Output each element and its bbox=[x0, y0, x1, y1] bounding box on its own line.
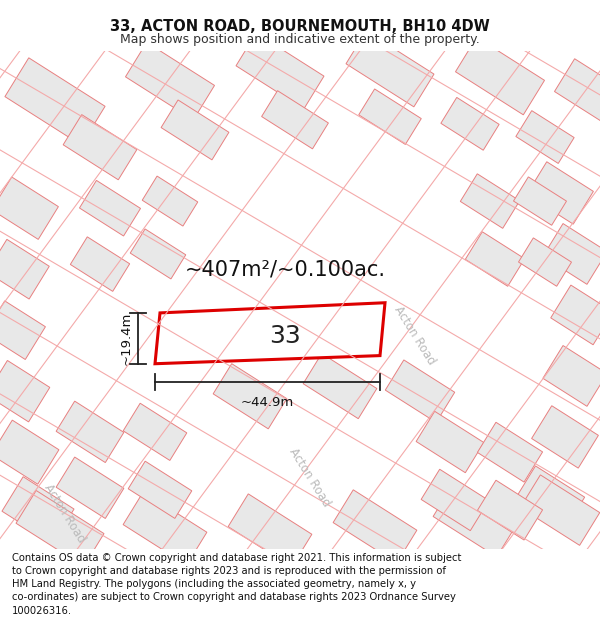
Polygon shape bbox=[551, 285, 600, 345]
Polygon shape bbox=[460, 174, 520, 228]
Text: Acton Road: Acton Road bbox=[287, 446, 333, 509]
Polygon shape bbox=[346, 31, 434, 107]
Polygon shape bbox=[303, 354, 377, 419]
Polygon shape bbox=[0, 420, 59, 484]
Polygon shape bbox=[520, 475, 600, 546]
Polygon shape bbox=[433, 484, 517, 557]
Text: 100026316.: 100026316. bbox=[12, 606, 72, 616]
Text: ~44.9m: ~44.9m bbox=[241, 396, 294, 409]
Text: ~407m²/~0.100ac.: ~407m²/~0.100ac. bbox=[185, 259, 386, 279]
Polygon shape bbox=[385, 360, 455, 423]
Polygon shape bbox=[123, 403, 187, 461]
Polygon shape bbox=[543, 346, 600, 406]
Polygon shape bbox=[518, 238, 571, 286]
Text: 33, ACTON ROAD, BOURNEMOUTH, BH10 4DW: 33, ACTON ROAD, BOURNEMOUTH, BH10 4DW bbox=[110, 19, 490, 34]
Polygon shape bbox=[543, 224, 600, 284]
Polygon shape bbox=[128, 461, 192, 518]
Text: 33: 33 bbox=[269, 324, 301, 348]
Polygon shape bbox=[333, 490, 417, 563]
Polygon shape bbox=[421, 469, 489, 531]
Text: Acton Road: Acton Road bbox=[42, 481, 88, 545]
Polygon shape bbox=[554, 59, 600, 124]
Polygon shape bbox=[213, 364, 287, 429]
Polygon shape bbox=[0, 361, 50, 422]
Polygon shape bbox=[56, 401, 124, 462]
Polygon shape bbox=[161, 100, 229, 160]
Polygon shape bbox=[56, 457, 124, 519]
Text: co-ordinates) are subject to Crown copyright and database rights 2023 Ordnance S: co-ordinates) are subject to Crown copyr… bbox=[12, 592, 456, 602]
Polygon shape bbox=[262, 91, 328, 149]
Polygon shape bbox=[125, 42, 215, 120]
Polygon shape bbox=[527, 162, 593, 224]
Polygon shape bbox=[359, 89, 421, 144]
Polygon shape bbox=[130, 229, 186, 279]
Polygon shape bbox=[515, 466, 584, 530]
Polygon shape bbox=[514, 177, 566, 225]
Polygon shape bbox=[5, 58, 105, 145]
Polygon shape bbox=[2, 477, 74, 544]
Polygon shape bbox=[532, 406, 598, 468]
Polygon shape bbox=[63, 114, 137, 180]
Polygon shape bbox=[416, 411, 484, 472]
Text: Acton Road: Acton Road bbox=[392, 304, 438, 367]
Polygon shape bbox=[79, 181, 140, 236]
Polygon shape bbox=[441, 98, 499, 150]
Polygon shape bbox=[123, 492, 207, 565]
Polygon shape bbox=[0, 301, 46, 359]
Polygon shape bbox=[0, 239, 49, 299]
Polygon shape bbox=[466, 232, 524, 286]
Polygon shape bbox=[70, 237, 130, 291]
Polygon shape bbox=[228, 494, 312, 567]
Text: Contains OS data © Crown copyright and database right 2021. This information is : Contains OS data © Crown copyright and d… bbox=[12, 553, 461, 563]
Polygon shape bbox=[478, 480, 542, 540]
Text: to Crown copyright and database rights 2023 and is reproduced with the permissio: to Crown copyright and database rights 2… bbox=[12, 566, 446, 576]
Polygon shape bbox=[516, 111, 574, 163]
Polygon shape bbox=[236, 33, 324, 109]
Polygon shape bbox=[478, 422, 542, 482]
Polygon shape bbox=[16, 491, 104, 566]
Polygon shape bbox=[155, 302, 385, 364]
Polygon shape bbox=[0, 177, 58, 239]
Polygon shape bbox=[455, 38, 545, 115]
Polygon shape bbox=[142, 176, 198, 226]
Text: ~19.4m: ~19.4m bbox=[120, 312, 133, 365]
Text: HM Land Registry. The polygons (including the associated geometry, namely x, y: HM Land Registry. The polygons (includin… bbox=[12, 579, 416, 589]
Text: Map shows position and indicative extent of the property.: Map shows position and indicative extent… bbox=[120, 33, 480, 46]
